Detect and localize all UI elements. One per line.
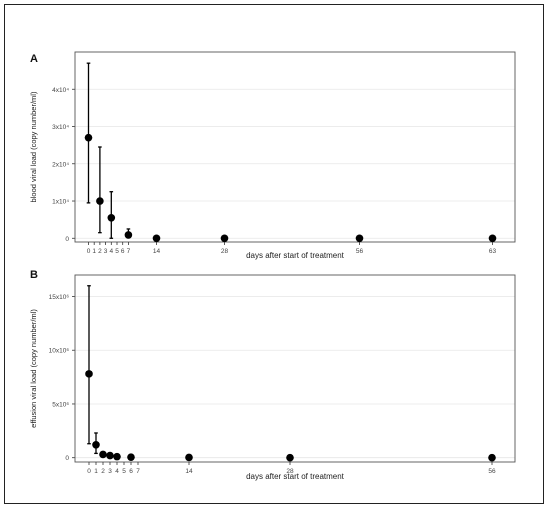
x-axis-label: days after start of treatment [246, 251, 345, 260]
x-tick-label: 7 [127, 248, 131, 255]
y-axis-label: effusion viral load (copy number/ml) [29, 309, 38, 428]
x-tick-label: 28 [221, 248, 229, 255]
x-tick-label: 3 [104, 248, 108, 255]
data-point [106, 451, 114, 460]
x-tick-label: 28 [286, 468, 294, 475]
y-axis-label: blood viral load (copy number/ml) [29, 91, 38, 202]
data-point [99, 450, 107, 459]
x-tick-label: 14 [153, 248, 161, 255]
data-point [85, 370, 93, 378]
data-point [96, 197, 104, 205]
y-tick-label: 4x10⁴ [52, 87, 69, 94]
x-axis-label: days after start of treatment [246, 472, 345, 481]
data-point [124, 231, 133, 239]
x-tick-label: 0 [87, 468, 91, 475]
x-tick-label: 63 [489, 248, 497, 255]
x-tick-label: 14 [185, 468, 193, 475]
x-tick-label: 5 [122, 468, 126, 475]
y-tick-label: 10x10⁶ [49, 348, 70, 355]
x-tick-label: 0 [87, 248, 91, 255]
y-tick-label: 3x10⁴ [52, 124, 69, 131]
y-tick-label: 2x10⁴ [52, 161, 69, 168]
data-point [185, 453, 193, 462]
x-tick-label: 7 [136, 468, 140, 475]
panel-label: A [30, 53, 38, 65]
data-point [127, 453, 135, 461]
y-tick-label: 0 [65, 236, 69, 243]
x-tick-label: 2 [98, 248, 102, 255]
data-point [220, 234, 229, 243]
data-point [488, 234, 497, 243]
data-point [488, 453, 496, 462]
data-point [113, 452, 121, 461]
plot-panel-border [74, 274, 516, 463]
data-point [84, 133, 93, 142]
x-tick-label: 1 [94, 468, 98, 475]
x-tick-label: 56 [488, 468, 496, 475]
data-point [107, 213, 116, 222]
data-point [355, 234, 364, 243]
panel-label: B [30, 269, 38, 281]
x-tick-label: 1 [92, 248, 96, 255]
data-point [92, 441, 100, 449]
x-tick-label: 6 [129, 468, 133, 475]
x-tick-label: 3 [108, 468, 112, 475]
y-tick-label: 1x10⁴ [52, 199, 69, 206]
data-point [152, 234, 161, 243]
x-tick-label: 5 [115, 248, 119, 255]
x-tick-label: 4 [109, 248, 113, 255]
x-tick-label: 6 [121, 248, 125, 255]
y-tick-label: 15x10⁶ [49, 294, 70, 301]
y-tick-label: 0 [65, 455, 69, 462]
data-point [286, 453, 294, 462]
x-tick-label: 2 [101, 468, 105, 475]
y-tick-label: 5x10⁶ [52, 401, 69, 408]
plot-panel-border [74, 51, 516, 243]
x-tick-label: 56 [356, 248, 364, 255]
x-tick-label: 4 [115, 468, 119, 475]
figure-frame [4, 4, 544, 504]
